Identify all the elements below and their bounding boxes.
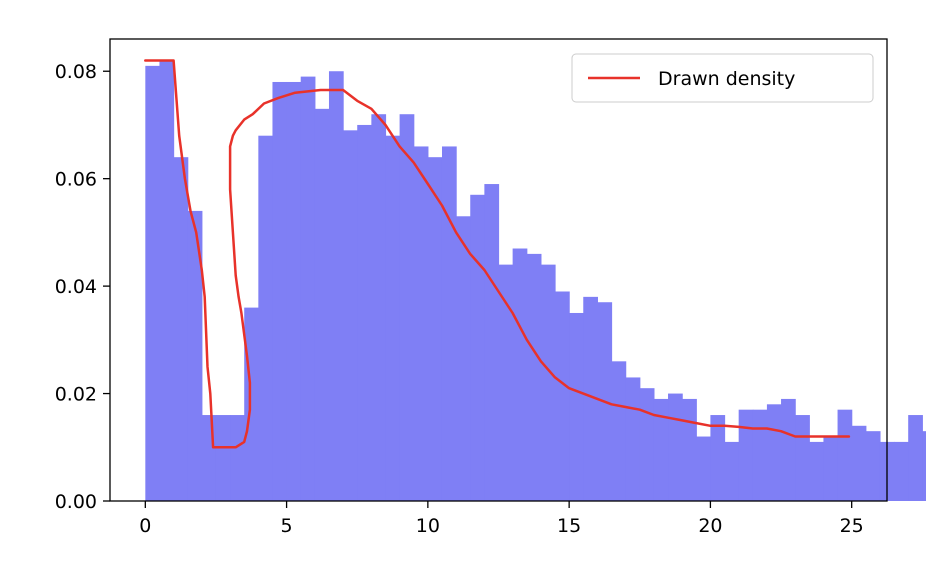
histogram-bar [385, 135, 401, 501]
histogram-bar [625, 377, 641, 501]
y-tick-label: 0.08 [55, 61, 97, 83]
histogram-bar [230, 415, 245, 501]
x-tick-label: 15 [557, 515, 581, 537]
histogram-bar [300, 76, 316, 502]
histogram-bar [215, 415, 231, 501]
histogram-bar [512, 248, 528, 501]
histogram-bar [526, 253, 542, 501]
histogram-bar [371, 114, 387, 502]
histogram-bar [540, 264, 556, 501]
histogram-bar [314, 108, 330, 501]
histogram-bar [766, 404, 782, 501]
histogram-bar [343, 130, 358, 502]
histogram-bar [569, 312, 584, 501]
histogram-bar [583, 296, 598, 501]
histogram-bar [427, 157, 443, 502]
histogram-bar [244, 307, 259, 501]
x-tick-label: 0 [139, 515, 151, 537]
histogram-bar [470, 194, 485, 501]
histogram-bar [639, 388, 655, 501]
histogram-bar [682, 398, 697, 501]
histogram-bar [399, 114, 415, 502]
histogram-bar [724, 441, 740, 501]
x-tick-label: 5 [281, 515, 293, 537]
histogram-bar [201, 415, 217, 501]
histogram-bar [696, 436, 712, 501]
histogram-bar [738, 409, 754, 501]
histogram-bar [357, 124, 372, 501]
x-axis: 0 5 10 15 20 25 [139, 501, 864, 537]
histogram-bar [710, 415, 726, 501]
histogram-bar [328, 71, 344, 502]
y-tick-label: 0.04 [55, 276, 97, 298]
histogram-bar [173, 157, 189, 502]
histogram-bar [258, 135, 274, 501]
series-line-drawn-density [144, 59, 851, 449]
axes-frame [109, 38, 888, 502]
histogram-bar [456, 216, 471, 502]
y-axis: 0.00 0.02 0.04 0.06 0.08 [55, 61, 110, 513]
histogram-bar [781, 398, 796, 501]
legend-box [571, 53, 874, 103]
histogram-bar [272, 81, 288, 501]
y-tick-label: 0.02 [55, 384, 97, 406]
histogram-bar [823, 436, 839, 501]
histogram-bar [752, 409, 768, 501]
x-tick-label: 20 [698, 515, 722, 537]
legend: Drawn density [571, 53, 874, 103]
series-lines [144, 59, 851, 449]
histogram-bar [555, 291, 570, 501]
x-tick-label: 10 [416, 515, 440, 537]
histogram-bars [145, 60, 926, 502]
histogram-bar [653, 398, 669, 501]
histogram-bar [145, 65, 161, 501]
histogram-bar [668, 393, 683, 501]
x-tick-label: 25 [840, 515, 864, 537]
histogram-bar [498, 264, 514, 501]
y-tick-label: 0.06 [55, 169, 97, 191]
histogram-bar [795, 415, 810, 501]
histogram-bar [837, 409, 853, 501]
histogram-bar [922, 431, 926, 501]
histogram-bar [286, 81, 302, 501]
histogram-bar [413, 146, 429, 501]
y-tick-label: 0.00 [55, 491, 97, 513]
histogram-bar [484, 184, 500, 501]
histogram-bar [809, 441, 825, 501]
histogram-bar [865, 431, 881, 501]
histogram-bar [908, 415, 923, 501]
histogram-bar [187, 210, 203, 501]
histogram-bar [441, 146, 457, 501]
histogram-bar [894, 441, 909, 501]
histogram-bar [611, 361, 627, 501]
histogram-bar [159, 60, 175, 501]
legend-label-drawn-density: Drawn density [658, 68, 795, 90]
histogram-bar [851, 425, 867, 501]
